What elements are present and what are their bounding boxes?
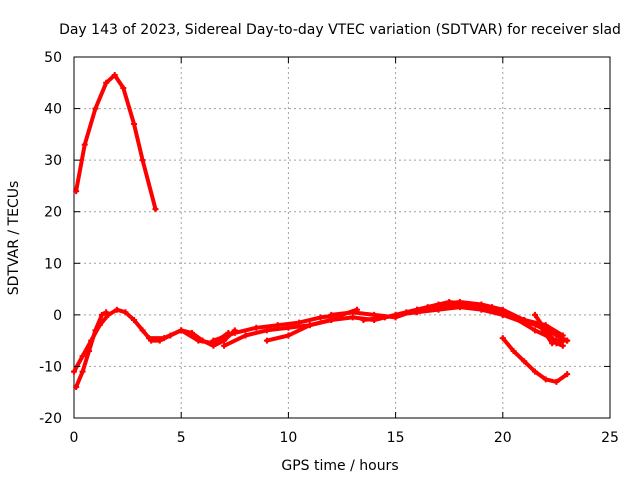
data-point <box>146 335 153 342</box>
data-point <box>414 306 421 313</box>
data-point <box>328 317 335 324</box>
data-point <box>79 353 86 360</box>
x-tick-label: 15 <box>387 430 405 446</box>
data-point <box>510 347 517 354</box>
data-point <box>360 317 367 324</box>
x-tick-label: 5 <box>177 430 186 446</box>
data-point <box>531 327 538 334</box>
data-point <box>317 314 324 321</box>
data-point <box>531 311 538 318</box>
data-point <box>81 141 88 148</box>
data-point <box>328 311 335 318</box>
data-point <box>152 206 159 213</box>
series-layer <box>71 72 571 391</box>
y-tick-label: 0 <box>53 308 62 324</box>
data-point <box>73 384 80 391</box>
data-point <box>92 105 99 112</box>
y-tick-label: -20 <box>39 411 62 427</box>
series-line-arc-13 <box>522 318 565 346</box>
data-point <box>435 304 442 311</box>
y-tick-label: 40 <box>44 102 62 118</box>
data-point <box>122 309 129 316</box>
plot-frame <box>73 56 611 419</box>
data-point <box>71 368 77 375</box>
data-point <box>559 337 566 344</box>
data-point <box>103 79 110 86</box>
data-point <box>139 327 146 334</box>
data-point <box>285 332 292 339</box>
data-point <box>499 335 506 342</box>
data-point <box>221 342 228 349</box>
data-point <box>499 311 506 318</box>
data-point <box>111 72 118 79</box>
data-point <box>521 358 528 365</box>
data-point <box>139 157 146 164</box>
data-point <box>392 311 399 318</box>
data-point <box>564 371 571 378</box>
data-point <box>131 317 138 324</box>
data-point <box>478 304 485 311</box>
x-tick-label: 20 <box>494 430 512 446</box>
series-line-arc-12 <box>533 312 565 348</box>
y-tick-label: -10 <box>39 359 62 375</box>
data-point <box>538 324 545 331</box>
y-tick-label: 10 <box>44 256 62 272</box>
data-point <box>531 368 538 375</box>
x-axis-label: GPS time / hours <box>281 458 398 474</box>
data-point <box>349 309 356 316</box>
tick-labels: 0 5 10 15 20 25 -20 -10 0 10 20 30 40 50 <box>39 50 619 446</box>
x-tick-label: 10 <box>279 430 297 446</box>
data-point <box>210 337 217 344</box>
y-tick-label: 20 <box>44 205 62 221</box>
data-point <box>349 314 356 321</box>
data-point <box>178 327 185 334</box>
y-axis-label: SDTVAR / TECUs <box>6 181 22 296</box>
data-point <box>381 314 388 321</box>
data-point <box>92 327 99 334</box>
data-point <box>231 329 238 336</box>
series-line-arc-1 <box>74 73 158 212</box>
chart-title: Day 143 of 2023, Sidereal Day-to-day VTE… <box>59 22 621 38</box>
data-point <box>161 335 168 342</box>
data-point <box>542 376 549 383</box>
x-tick-label: 0 <box>70 430 79 446</box>
data-point <box>253 324 260 331</box>
grid <box>74 57 610 418</box>
data-point <box>263 327 270 334</box>
data-point <box>549 340 556 347</box>
data-point <box>103 309 110 316</box>
data-point <box>306 322 313 329</box>
data-point <box>456 301 463 308</box>
data-point <box>131 121 138 128</box>
data-point <box>559 342 566 349</box>
y-tick-label: 30 <box>44 153 62 169</box>
data-point <box>521 317 528 324</box>
series-line-arc-10 <box>393 302 570 343</box>
data-point <box>553 378 560 385</box>
data-point <box>120 84 127 91</box>
data-point <box>73 188 80 195</box>
y-tick-label: 50 <box>44 50 62 66</box>
data-point <box>285 324 292 331</box>
data-point <box>242 332 249 339</box>
data-point <box>553 332 560 339</box>
data-point <box>86 347 93 354</box>
data-point <box>113 306 120 313</box>
data-point <box>263 337 270 344</box>
data-point <box>98 311 105 318</box>
data-point <box>79 368 86 375</box>
x-tick-label: 25 <box>601 430 619 446</box>
data-point <box>195 337 202 344</box>
